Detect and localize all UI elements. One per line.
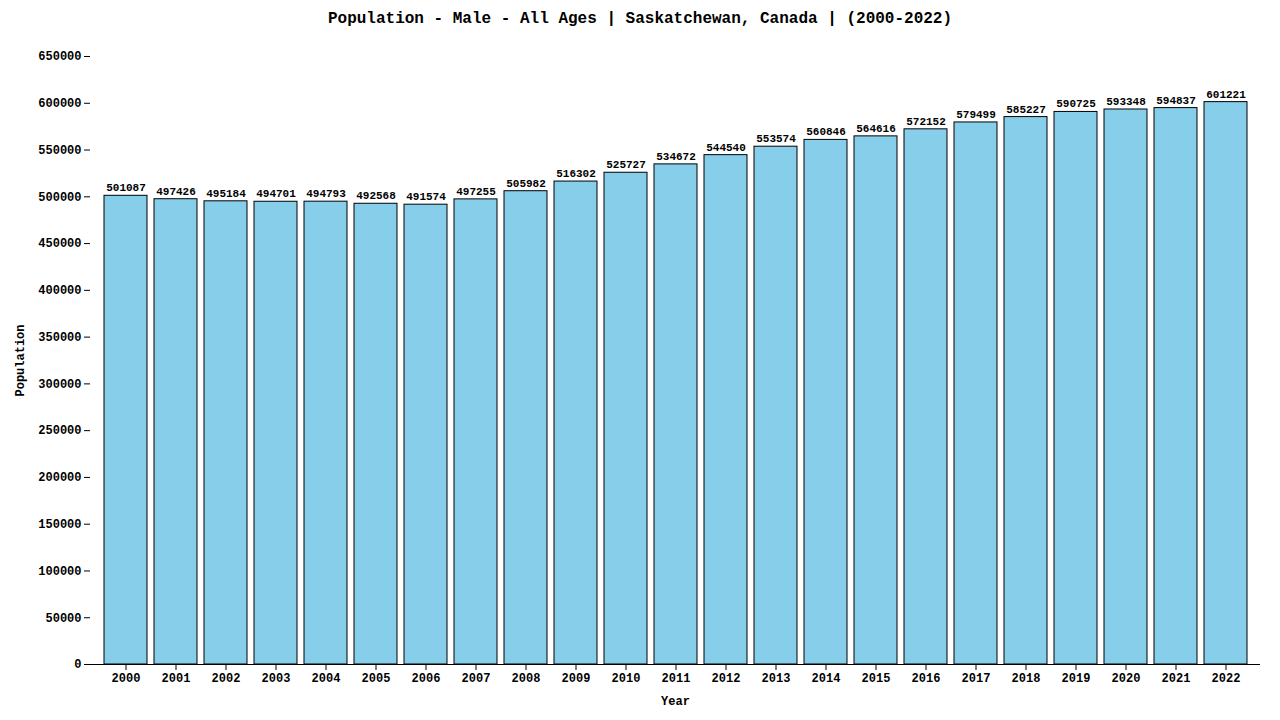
- svg-text:600000: 600000: [38, 97, 81, 111]
- svg-text:250000: 250000: [38, 424, 81, 438]
- svg-text:572152: 572152: [906, 116, 946, 128]
- svg-text:Year: Year: [661, 695, 690, 709]
- svg-text:2002: 2002: [212, 672, 241, 686]
- svg-text:200000: 200000: [38, 471, 81, 485]
- svg-text:0: 0: [74, 658, 81, 672]
- svg-text:50000: 50000: [45, 612, 81, 626]
- svg-text:300000: 300000: [38, 378, 81, 392]
- svg-text:500000: 500000: [38, 191, 81, 205]
- svg-text:2011: 2011: [662, 672, 691, 686]
- svg-text:2012: 2012: [712, 672, 741, 686]
- svg-text:2020: 2020: [1112, 672, 1141, 686]
- svg-text:560846: 560846: [806, 126, 846, 138]
- svg-text:492568: 492568: [356, 190, 396, 202]
- svg-text:2010: 2010: [612, 672, 641, 686]
- svg-text:550000: 550000: [38, 144, 81, 158]
- svg-text:2008: 2008: [512, 672, 541, 686]
- svg-text:650000: 650000: [38, 50, 81, 64]
- svg-text:544540: 544540: [706, 142, 746, 154]
- svg-text:525727: 525727: [606, 159, 646, 171]
- svg-text:150000: 150000: [38, 518, 81, 532]
- svg-text:553574: 553574: [756, 133, 796, 145]
- svg-text:2018: 2018: [1012, 672, 1041, 686]
- svg-text:495184: 495184: [206, 188, 246, 200]
- svg-text:2007: 2007: [462, 672, 491, 686]
- svg-text:491574: 491574: [406, 191, 446, 203]
- svg-text:2005: 2005: [362, 672, 391, 686]
- svg-text:400000: 400000: [38, 284, 81, 298]
- svg-text:579499: 579499: [956, 109, 996, 121]
- svg-text:497255: 497255: [456, 186, 496, 198]
- svg-text:501087: 501087: [106, 182, 146, 194]
- svg-text:516302: 516302: [556, 168, 596, 180]
- svg-text:350000: 350000: [38, 331, 81, 345]
- svg-text:2009: 2009: [562, 672, 591, 686]
- svg-text:2001: 2001: [162, 672, 191, 686]
- svg-text:505982: 505982: [506, 178, 546, 190]
- html-text:Population - Male - All Ages |: Population - Male - All Ages | Saskatche…: [327, 10, 952, 28]
- svg-text:585227: 585227: [1006, 104, 1046, 116]
- svg-text:450000: 450000: [38, 237, 81, 251]
- svg-text:494701: 494701: [256, 188, 296, 200]
- svg-text:2017: 2017: [962, 672, 991, 686]
- svg-text:Population: Population: [14, 324, 28, 396]
- svg-text:2014: 2014: [812, 672, 841, 686]
- svg-text:594837: 594837: [1156, 95, 1196, 107]
- svg-text:564616: 564616: [856, 123, 896, 135]
- svg-text:2006: 2006: [412, 672, 441, 686]
- svg-text:2022: 2022: [1212, 672, 1241, 686]
- svg-text:534672: 534672: [656, 151, 696, 163]
- svg-text:2003: 2003: [262, 672, 291, 686]
- svg-text:100000: 100000: [38, 565, 81, 579]
- svg-text:497426: 497426: [156, 186, 196, 198]
- svg-text:2016: 2016: [912, 672, 941, 686]
- svg-text:2004: 2004: [312, 672, 341, 686]
- svg-text:2000: 2000: [112, 672, 141, 686]
- svg-text:494793: 494793: [306, 188, 346, 200]
- svg-text:2015: 2015: [862, 672, 891, 686]
- svg-text:590725: 590725: [1056, 98, 1096, 110]
- svg-text:2019: 2019: [1062, 672, 1091, 686]
- svg-text:601221: 601221: [1206, 89, 1246, 101]
- svg-text:2021: 2021: [1162, 672, 1191, 686]
- svg-text:2013: 2013: [762, 672, 791, 686]
- svg-text:593348: 593348: [1106, 96, 1146, 108]
